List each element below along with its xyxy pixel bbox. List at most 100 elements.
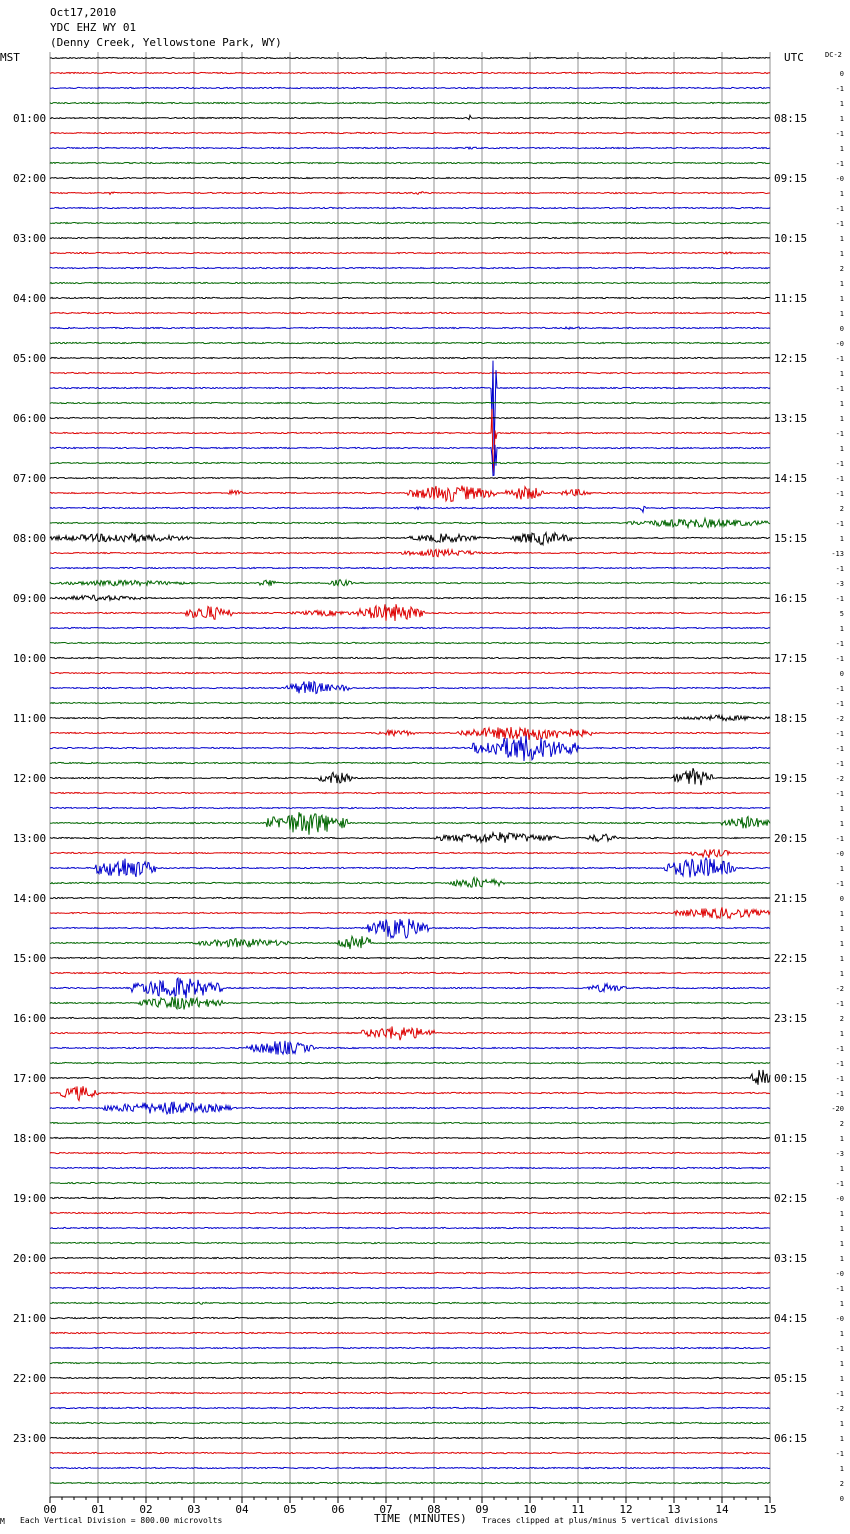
trace-line: [49, 848, 770, 859]
left-hour-label: 15:00: [13, 952, 46, 965]
left-hour-label: 12:00: [13, 772, 46, 785]
trace-line: [49, 281, 771, 285]
dc-offset-label: 0: [840, 895, 844, 903]
trace-line: [49, 934, 771, 950]
dc-offset-label: -1: [836, 520, 844, 528]
right-hour-label: 23:15: [774, 1012, 807, 1025]
trace-line: [49, 1391, 771, 1395]
footer-corner-mark: M: [0, 1517, 5, 1526]
dc-offset-label: 1: [840, 1330, 844, 1338]
trace-line: [49, 1086, 771, 1103]
trace-line: [49, 701, 771, 705]
trace-line: [49, 236, 771, 240]
trace-line: [49, 206, 771, 210]
trace-line: [49, 1016, 771, 1020]
trace-line: [49, 476, 771, 480]
trace-line: [49, 516, 771, 530]
right-hour-label: 09:15: [774, 172, 807, 185]
right-axis-label: UTC: [784, 51, 804, 64]
dc-offset-label: 1: [840, 1240, 844, 1248]
trace-line: [49, 806, 771, 810]
dc-offset-label: -1: [836, 1075, 844, 1083]
right-hour-label: 10:15: [774, 232, 807, 245]
trace-line: [49, 896, 771, 900]
x-tick-label: 04: [235, 1503, 249, 1516]
left-hour-label: 02:00: [13, 172, 46, 185]
dc-offset-label: -1: [836, 655, 844, 663]
dc-offset-label: -1: [836, 1285, 844, 1293]
dc-offset-label: 0: [840, 670, 844, 678]
dc-offset-label: 1: [840, 535, 844, 543]
trace-line: [49, 1406, 771, 1410]
left-hour-label: 13:00: [13, 832, 46, 845]
dc-offset-label: -0: [836, 1270, 844, 1278]
trace-line: [49, 341, 771, 345]
x-tick-label: 13: [667, 1503, 680, 1516]
left-hour-label: 21:00: [13, 1312, 46, 1325]
dc-offset-label: -1: [836, 1450, 844, 1458]
left-hour-label: 08:00: [13, 532, 46, 545]
dc-offset-label: 1: [840, 1030, 844, 1038]
trace-line: [49, 221, 771, 225]
trace-line: [49, 626, 771, 630]
dc-offset-label: -1: [836, 160, 844, 168]
dc-offset-label: -1: [836, 130, 844, 138]
trace-line: [50, 547, 771, 558]
left-hour-label: 07:00: [13, 472, 46, 485]
dc-offset-label: 2: [840, 1120, 844, 1128]
trace-line: [49, 113, 771, 121]
trace-line: [49, 1211, 771, 1215]
right-hour-label: 16:15: [774, 592, 807, 605]
right-hour-label: 00:15: [774, 1072, 807, 1085]
trace-line: [49, 356, 771, 360]
left-hour-labels: 01:00 02:00 03:00 04:00 05:00 06:00 07:00 08:00…: [13, 112, 46, 1445]
left-hour-label: 22:00: [13, 1372, 46, 1385]
trace-line: [49, 578, 771, 588]
dc-offset-label: -1: [836, 1180, 844, 1188]
dc-offset-label: 1: [840, 1420, 844, 1428]
dc-offset-label: 2: [840, 1015, 844, 1023]
trace-line: [49, 311, 771, 315]
dc-offset-label: 1: [840, 280, 844, 288]
dc-offset-label: 1: [840, 910, 844, 918]
trace-line: [49, 360, 771, 450]
trace-line: [49, 1286, 771, 1290]
left-hour-label: 01:00: [13, 112, 46, 125]
trace-line: [49, 251, 771, 255]
dc-offset-label: -3: [836, 580, 844, 588]
dc-offset-label: 1: [840, 400, 844, 408]
time-grid: [49, 52, 771, 1497]
dc-label-text: DC: [825, 51, 833, 59]
dc-offset-label: -1: [836, 1390, 844, 1398]
dc-offset-label: 1: [840, 445, 844, 453]
trace-line: [49, 1121, 771, 1125]
right-hour-label: 13:15: [774, 412, 807, 425]
dc-offset-label: -0: [836, 1315, 844, 1323]
left-hour-label: 06:00: [13, 412, 46, 425]
trace-line: [49, 875, 771, 888]
trace-line: [49, 1316, 771, 1320]
trace-line: [49, 1466, 771, 1470]
dc-offset-label: -1: [836, 1060, 844, 1068]
dc-offset-label: -1: [836, 1045, 844, 1053]
trace-line: [49, 416, 771, 420]
trace-line: [49, 726, 771, 741]
left-hour-label: 09:00: [13, 592, 46, 605]
dc-offset-label: -1: [836, 220, 844, 228]
dc-offset-label: 1: [840, 115, 844, 123]
trace-line: [49, 791, 771, 795]
x-tick-label: 02: [139, 1503, 152, 1516]
dc-offset-label: 1: [840, 955, 844, 963]
trace-line: [49, 1040, 771, 1056]
trace-line: [49, 131, 771, 135]
trace-line: [49, 976, 770, 999]
trace-line: [50, 604, 771, 622]
trace-line: [50, 656, 771, 660]
x-tick-label: 06: [331, 1503, 344, 1516]
trace-line: [50, 1376, 771, 1380]
x-axis: 00 01 02 03 04 05 06 07 08 09 10 11 12 13 14 15: [43, 1496, 777, 1516]
dc-offset-label: -0: [836, 175, 844, 183]
footer-scale-note: Each Vertical Division = 800.00 microvol…: [20, 1516, 222, 1525]
trace-line: [49, 830, 771, 845]
dc-offset-label: -1: [836, 745, 844, 753]
